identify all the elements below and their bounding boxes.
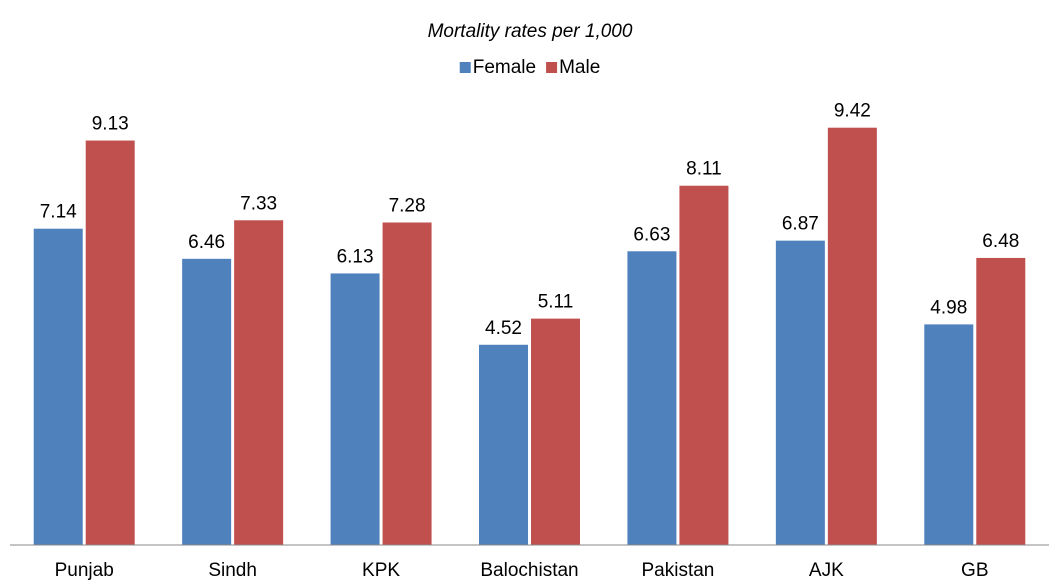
bar	[479, 344, 528, 545]
x-tick-label: Punjab	[55, 560, 114, 581]
legend-swatch	[459, 62, 471, 73]
bar	[775, 240, 825, 545]
bar	[627, 251, 677, 545]
x-tick-label: Pakistan	[641, 560, 714, 581]
x-tick-label: KPK	[362, 560, 400, 581]
value-label: 7.28	[389, 196, 426, 217]
bar	[85, 140, 135, 545]
bar	[531, 318, 580, 545]
legend-swatch	[546, 62, 558, 73]
bar	[924, 324, 974, 545]
value-label: 6.13	[337, 246, 374, 267]
value-label: 7.33	[240, 193, 277, 214]
value-label: 9.13	[92, 114, 129, 135]
bar	[182, 258, 232, 545]
value-label: 8.11	[686, 159, 722, 180]
bar	[976, 257, 1026, 545]
value-label: 4.52	[485, 318, 522, 339]
bar	[234, 220, 284, 545]
x-tick-label: AJK	[809, 560, 844, 581]
value-label: 9.42	[834, 101, 871, 122]
chart-title: Mortality rates per 1,000	[428, 21, 633, 42]
value-label: 7.14	[40, 202, 77, 223]
value-label: 6.63	[633, 224, 670, 245]
bar	[679, 185, 729, 546]
value-label: 6.87	[782, 214, 819, 235]
value-label: 5.11	[538, 292, 574, 313]
value-label: 4.98	[930, 297, 967, 318]
legend-label: Female	[473, 57, 536, 78]
bar	[827, 127, 877, 545]
x-tick-label: Balochistan	[480, 560, 578, 581]
value-label: 6.46	[188, 232, 225, 253]
bar	[33, 228, 83, 545]
legend-label: Male	[559, 57, 600, 78]
bar	[382, 222, 432, 545]
bar	[330, 273, 380, 545]
x-tick-label: GB	[961, 560, 988, 581]
x-tick-label: Sindh	[208, 560, 257, 581]
value-label: 6.48	[982, 231, 1019, 252]
